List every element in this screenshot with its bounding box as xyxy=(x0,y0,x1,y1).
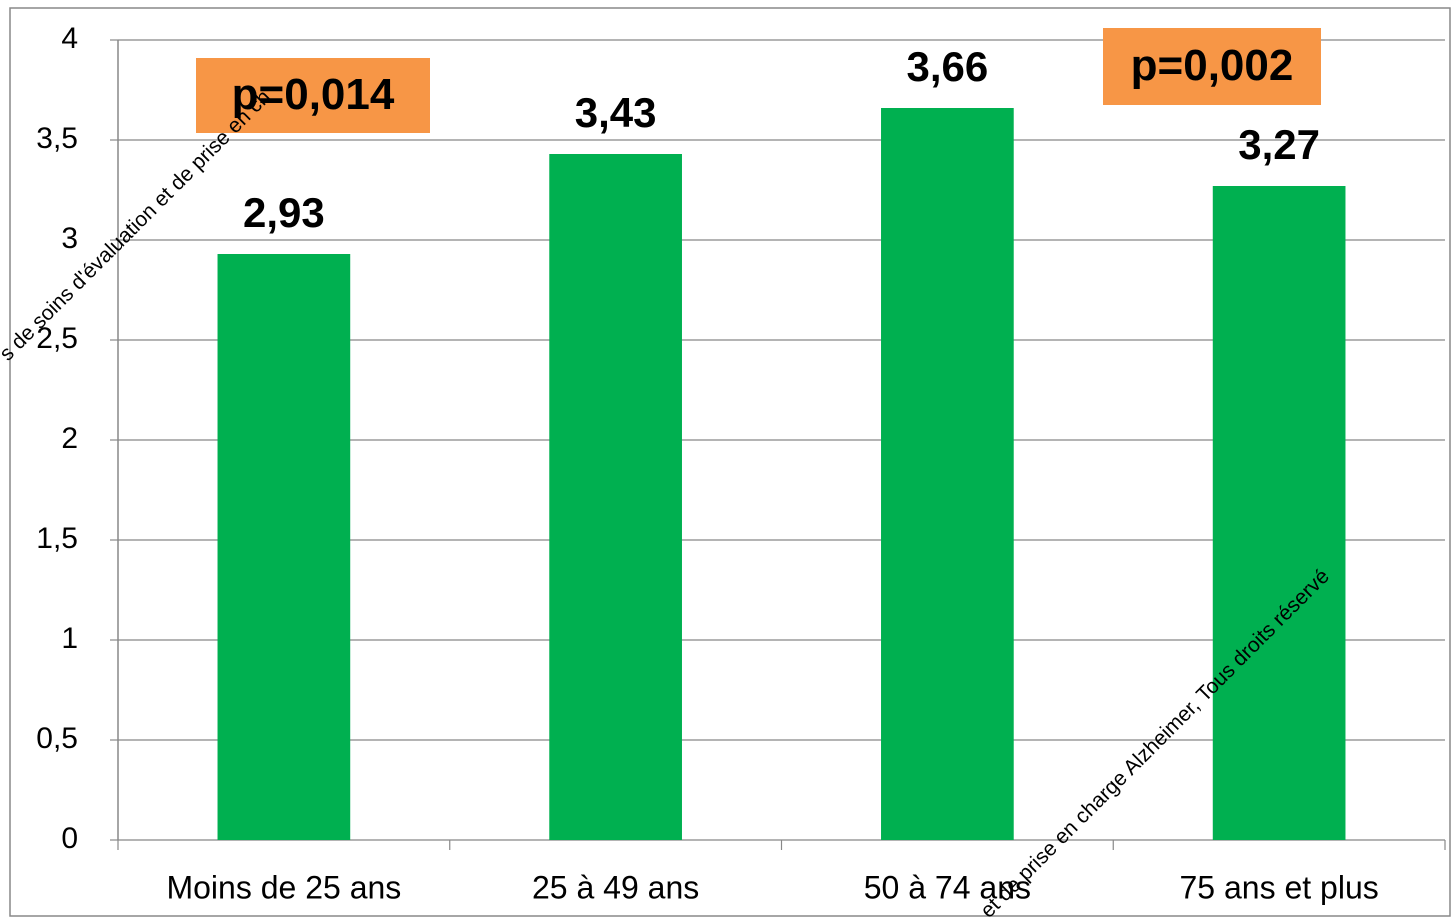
annotation-box xyxy=(196,58,430,133)
value-label: 3,43 xyxy=(575,89,657,136)
value-label: 2,93 xyxy=(243,189,325,236)
x-tick-label: 25 à 49 ans xyxy=(532,869,699,905)
y-tick-label: 2,5 xyxy=(36,322,78,355)
annotation: p=0,002 xyxy=(1131,41,1294,90)
y-tick-label: 1 xyxy=(61,622,78,655)
y-tick-label: 0 xyxy=(61,822,78,855)
annotation-box xyxy=(1103,28,1321,105)
y-tick-label: 4 xyxy=(61,22,78,55)
value-label: 3,66 xyxy=(907,43,989,90)
y-tick-label: 1,5 xyxy=(36,522,78,555)
y-tick-label: 0,5 xyxy=(36,722,78,755)
y-tick-label: 2 xyxy=(61,422,78,455)
bar xyxy=(217,254,351,840)
y-tick-label: 3,5 xyxy=(36,122,78,155)
bar xyxy=(549,154,682,840)
value-label: 3,27 xyxy=(1238,121,1320,168)
x-tick-label: Moins de 25 ans xyxy=(166,869,401,905)
x-tick-label: 75 ans et plus xyxy=(1180,869,1379,905)
y-tick-label: 3 xyxy=(61,222,78,255)
bar xyxy=(1212,186,1346,840)
annotation: p=0,014 xyxy=(232,70,395,119)
bar xyxy=(881,108,1014,840)
x-tick-label: 50 à 74 ans xyxy=(864,869,1031,905)
